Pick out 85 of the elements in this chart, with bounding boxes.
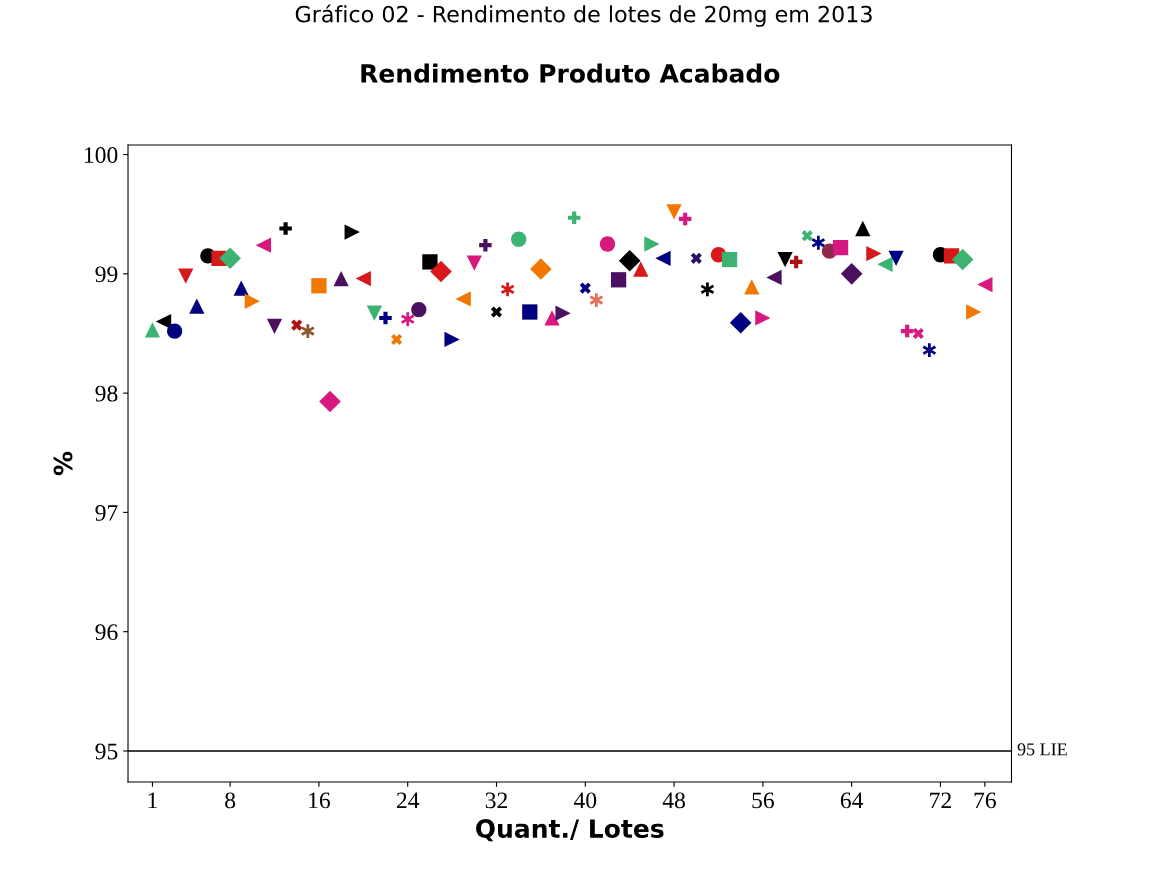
point <box>618 249 641 272</box>
point <box>977 276 993 293</box>
y-axis-title: % <box>53 451 73 476</box>
point <box>319 390 341 413</box>
point <box>567 211 581 225</box>
chart-title: Gráfico 02 - Rendimento de lotes de 20mg em 2013 <box>295 4 872 27</box>
y-tick-label: 100 <box>84 147 118 163</box>
point <box>511 231 527 247</box>
point <box>311 278 327 294</box>
x-tick-label: 48 <box>662 792 685 809</box>
point <box>912 327 924 340</box>
point <box>866 245 882 262</box>
point <box>966 304 982 320</box>
point <box>832 239 849 256</box>
x-tick-label: 76 <box>974 792 996 809</box>
point <box>678 212 692 226</box>
point <box>644 236 660 252</box>
point <box>355 270 371 287</box>
point <box>178 268 194 284</box>
point <box>291 319 303 331</box>
point <box>391 333 403 345</box>
point <box>189 298 205 314</box>
chart-subtitle: Rendimento Produto Acabado <box>361 63 780 83</box>
x-tick-label: 40 <box>573 792 597 809</box>
point <box>777 251 793 268</box>
point <box>690 252 702 264</box>
point <box>333 270 349 287</box>
point <box>444 331 460 348</box>
y-tick-label: 98 <box>95 385 118 402</box>
point <box>555 305 571 321</box>
ref-line-label: 95 LIE <box>1017 743 1067 756</box>
point <box>633 261 649 277</box>
point <box>855 220 871 237</box>
point <box>144 322 161 338</box>
point <box>166 323 183 339</box>
x-tick-label: 1 <box>148 792 157 809</box>
point <box>344 224 360 240</box>
point <box>244 293 260 309</box>
x-tick-label: 56 <box>752 792 774 809</box>
point <box>789 255 803 269</box>
point <box>411 301 427 318</box>
point <box>266 318 283 334</box>
x-tick-label: 16 <box>309 792 331 809</box>
point <box>430 260 452 283</box>
point <box>729 311 752 334</box>
point <box>655 250 671 266</box>
point <box>900 324 914 338</box>
x-axis-title: Quant./ Lotes <box>476 819 664 842</box>
point <box>951 248 974 271</box>
point <box>544 310 560 326</box>
point <box>721 251 738 268</box>
point <box>599 236 616 252</box>
y-tick-label: 97 <box>95 504 118 521</box>
y-tick-label: 95 <box>95 743 118 760</box>
point <box>579 282 591 294</box>
point <box>888 250 904 266</box>
point <box>840 263 863 285</box>
point <box>530 258 552 280</box>
point <box>490 306 503 318</box>
x-tick-label: 24 <box>396 792 420 809</box>
point <box>755 310 771 326</box>
point <box>422 254 438 270</box>
point <box>744 279 760 295</box>
point <box>610 272 627 288</box>
y-tick-label: 96 <box>95 624 118 641</box>
point <box>766 269 782 286</box>
point <box>233 280 249 296</box>
point <box>366 305 383 321</box>
point <box>522 304 538 320</box>
point <box>379 311 392 325</box>
point <box>455 291 471 307</box>
point <box>801 230 813 242</box>
x-tick-label: 72 <box>930 792 951 809</box>
point <box>877 256 893 272</box>
point <box>219 247 241 270</box>
point <box>155 313 172 330</box>
point <box>479 238 492 252</box>
point <box>666 204 682 220</box>
x-tick-label: 64 <box>840 792 864 809</box>
x-tick-label: 8 <box>225 792 236 809</box>
x-tick-label: 32 <box>485 792 507 809</box>
y-tick-label: 99 <box>95 266 118 283</box>
point <box>466 255 482 271</box>
point <box>255 237 272 253</box>
point <box>279 222 292 235</box>
